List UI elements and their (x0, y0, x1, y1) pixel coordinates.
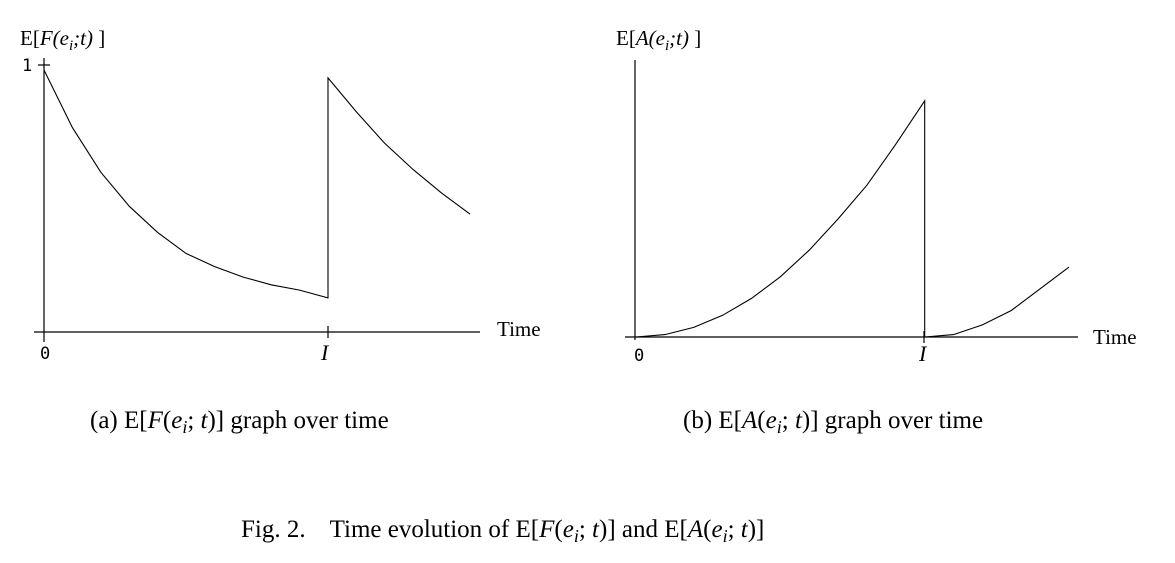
panel-a: E[F(ei;t) ] 1 Time 0 I (a) E[F(ei; t)] g… (20, 26, 541, 437)
panel-b-ylabel: E[A(ei;t) ] (616, 26, 701, 54)
panel-b-series-line (635, 98, 1070, 338)
panel-b-xtick-0: 0 (634, 346, 644, 366)
panel-a-ylabel: E[F(ei;t) ] (20, 26, 105, 54)
panel-a-ytick-1: 1 (22, 56, 32, 76)
panel-a-series-line (43, 69, 471, 299)
figure-caption: Fig. 2. Time evolution of E[F(ei; t)] and… (241, 516, 764, 546)
panel-b-xtick-I: I (918, 341, 928, 366)
panel-a-xlabel: Time (497, 317, 541, 341)
panel-b-xlabel: Time (1093, 325, 1137, 349)
panel-a-xtick-0: 0 (40, 344, 50, 364)
panel-b-caption: (b) E[A(ei; t)] graph over time (683, 407, 983, 437)
panel-b: E[A(ei;t) ] Time 0 I (b) E[A(ei; t)] gra… (616, 26, 1137, 437)
panel-a-caption: (a) E[F(ei; t)] graph over time (90, 407, 389, 437)
panel-a-xtick-I: I (320, 340, 330, 365)
